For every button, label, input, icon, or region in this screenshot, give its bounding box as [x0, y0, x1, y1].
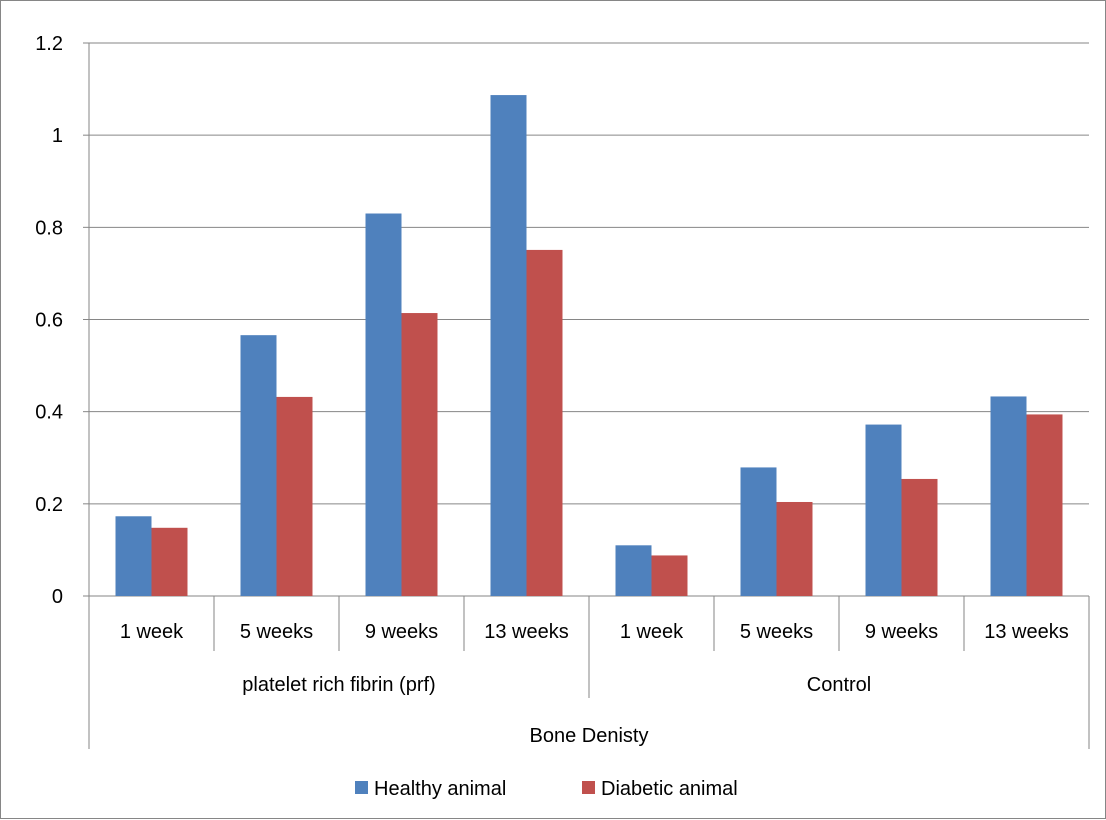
bars — [115, 95, 1063, 597]
y-tick-label: 0 — [52, 586, 63, 608]
y-tick-label: 0.4 — [35, 402, 63, 424]
y-tick-label: 0.2 — [35, 494, 63, 516]
bar-healthy — [240, 335, 277, 596]
legend: Healthy animal Diabetic animal — [355, 778, 738, 800]
bar-diabetic — [526, 249, 563, 596]
bar-healthy — [990, 396, 1027, 596]
category-label: 9 weeks — [365, 621, 438, 643]
bar-diabetic — [776, 501, 813, 596]
legend-label: Healthy animal — [374, 778, 506, 800]
group-label: Control — [807, 674, 871, 696]
bar-healthy — [115, 516, 152, 596]
bar-healthy — [615, 545, 652, 596]
axes — [83, 42, 1090, 749]
category-label: 13 weeks — [484, 621, 569, 643]
legend-swatch — [582, 781, 595, 794]
bar-healthy — [365, 213, 402, 596]
category-label: 5 weeks — [240, 621, 313, 643]
category-labels: 1 week 5 weeks 9 weeks 13 weeks 1 week 5 week… — [120, 621, 1069, 747]
legend-swatch — [355, 781, 368, 794]
group-label: platelet rich fibrin (prf) — [242, 674, 435, 696]
category-label: 1 week — [120, 621, 184, 643]
y-tick-label: 1 — [52, 125, 63, 147]
gridlines — [89, 42, 1089, 505]
bar-healthy — [740, 467, 777, 596]
category-label: 5 weeks — [740, 621, 813, 643]
y-tick-label: 0.6 — [35, 310, 63, 332]
y-tick-label: 0.8 — [35, 217, 63, 239]
bar-diabetic — [401, 313, 438, 596]
category-label: 9 weeks — [865, 621, 938, 643]
bar-diabetic — [151, 527, 188, 596]
legend-label: Diabetic animal — [601, 778, 738, 800]
top-group-label: Bone Denisty — [530, 725, 649, 747]
category-label: 1 week — [620, 621, 684, 643]
bar-diabetic — [901, 478, 938, 596]
bar-healthy — [865, 424, 902, 596]
bar-diabetic — [651, 555, 688, 596]
bar-diabetic — [276, 396, 313, 596]
category-label: 13 weeks — [984, 621, 1069, 643]
bar-diabetic — [1026, 414, 1063, 596]
y-tick-labels: 0 0.2 0.4 0.6 0.8 1 1.2 — [35, 33, 63, 608]
bar-healthy — [490, 95, 527, 597]
y-tick-label: 1.2 — [35, 33, 63, 55]
